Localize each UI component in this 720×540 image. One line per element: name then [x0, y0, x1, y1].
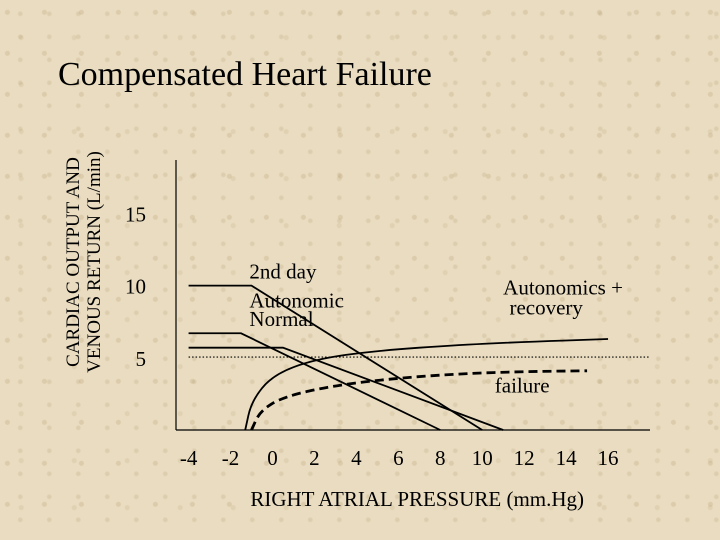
x-tick-label: 6 — [393, 446, 404, 470]
annotation-autonomics-recovery-2: recovery — [509, 295, 583, 319]
y-tick-label: 10 — [125, 275, 146, 299]
annotation-failure: failure — [495, 373, 550, 397]
chart-title: Compensated Heart Failure — [58, 56, 432, 93]
annotation-normal: Normal — [249, 307, 313, 331]
series-line-3 — [188, 346, 504, 431]
x-tick-label: -2 — [222, 446, 240, 470]
x-tick-label: 10 — [472, 446, 493, 470]
x-tick-label: 0 — [267, 446, 278, 470]
series-line-4 — [244, 338, 609, 431]
x-tick-label: 4 — [351, 446, 362, 470]
annotation-autonomics-recovery-1: Autonomics + — [503, 275, 623, 299]
series-line-1 — [188, 284, 483, 431]
x-tick-label: -4 — [180, 446, 198, 470]
y-tick-label: 5 — [136, 347, 147, 371]
series-line-2 — [188, 332, 441, 431]
x-tick-label: 14 — [556, 446, 578, 470]
series-line-5 — [250, 369, 588, 431]
x-tick-label: 16 — [598, 446, 619, 470]
y-tick-label: 15 — [125, 202, 146, 226]
annotation-autonomic: Autonomic — [249, 288, 344, 312]
x-tick-label: 8 — [435, 446, 446, 470]
x-tick-label: 12 — [514, 446, 535, 470]
annotation-day2: 2nd day — [249, 259, 317, 283]
x-axis-label: RIGHT ATRIAL PRESSURE (mm.Hg) — [250, 487, 584, 511]
x-tick-label: 2 — [309, 446, 320, 470]
